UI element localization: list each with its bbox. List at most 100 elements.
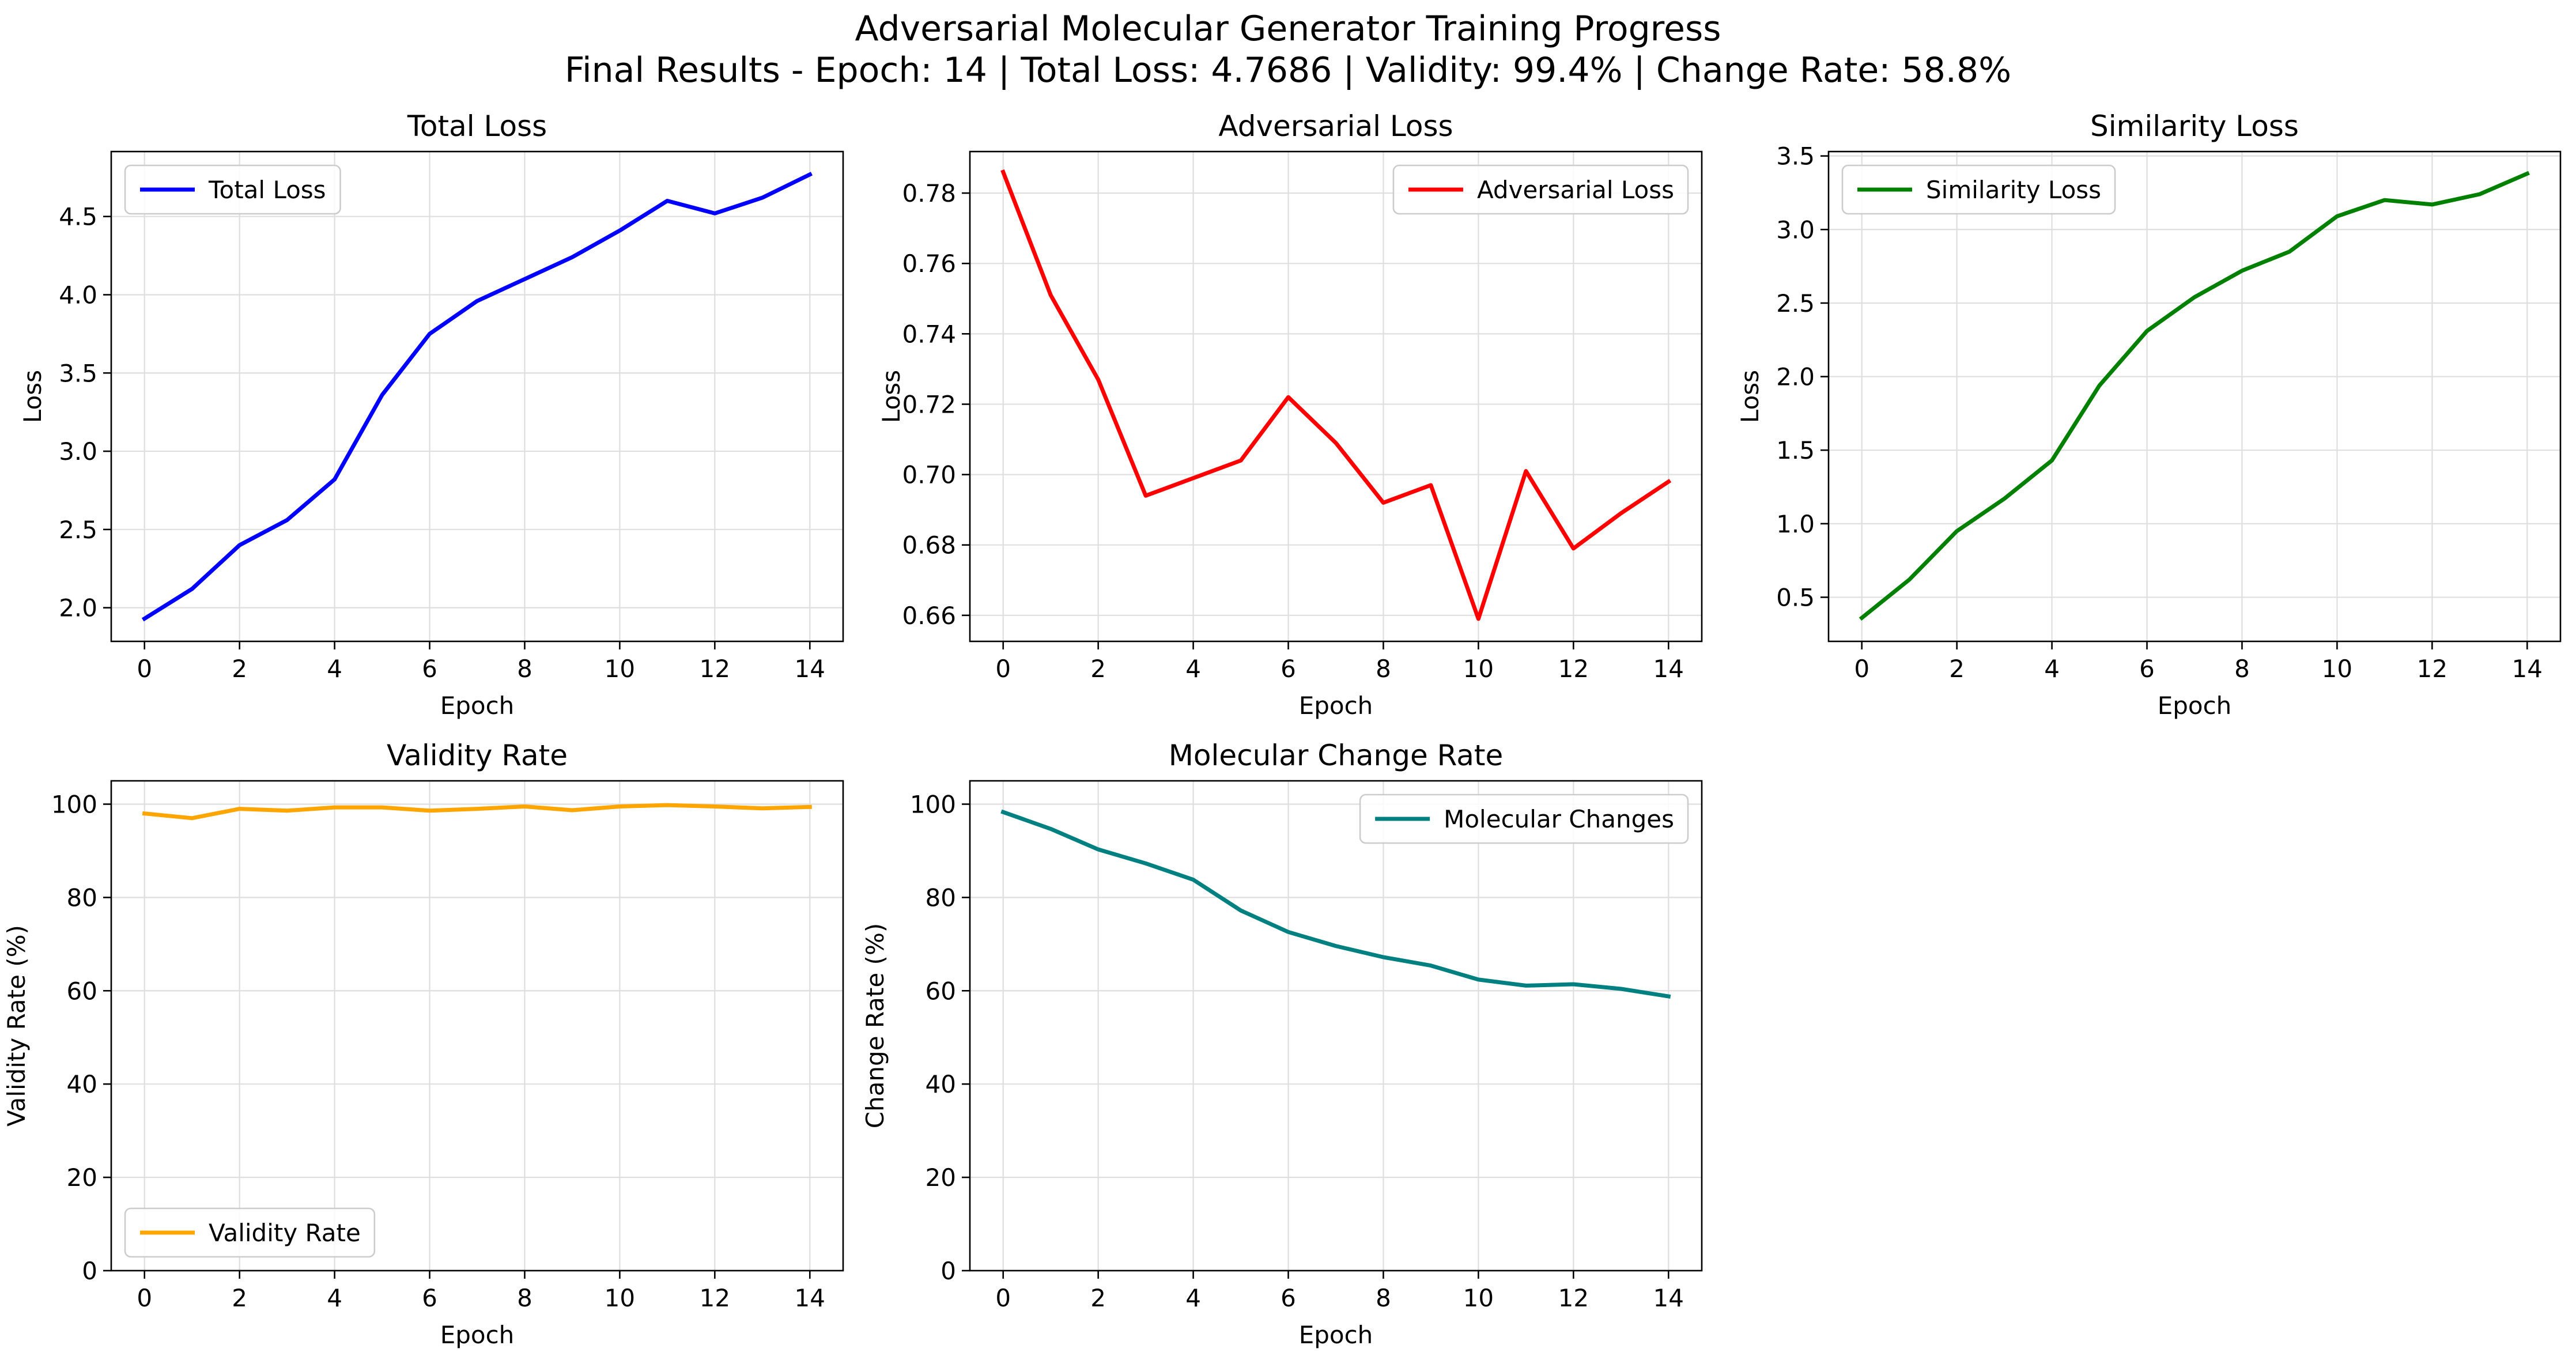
chart-adversarial-loss-y-tick-label: 0.72: [902, 390, 956, 418]
chart-total-loss-x-tick-label: 4: [327, 655, 342, 683]
chart-validity-rate-y-tick-label: 80: [67, 883, 97, 912]
chart-adversarial-loss-y-axis-label: Loss: [877, 370, 905, 423]
chart-total-loss-y-tick-label: 3.5: [59, 359, 97, 387]
chart-similarity-loss-x-tick-label: 8: [2234, 655, 2250, 683]
chart-molecular-change-rate-x-tick-label: 10: [1463, 1284, 1494, 1312]
chart-validity-rate: 0 2 4 6 8 10 12 14 0 20 40 60 80 100 Validity Rate Epoc…: [2, 739, 844, 1349]
chart-molecular-change-rate-x-axis-label: Epoch: [1299, 1321, 1373, 1349]
chart-total-loss-frame: [110, 150, 844, 643]
chart-total-loss-legend-label: Total Loss: [208, 176, 326, 204]
chart-validity-rate-x-tick-label: 4: [327, 1284, 342, 1312]
chart-molecular-change-rate-title: Molecular Change Rate: [1169, 739, 1504, 772]
chart-molecular-change-rate-y-tick-label: 20: [926, 1163, 956, 1192]
chart-total-loss-y-tick-label: 4.0: [59, 281, 97, 309]
chart-total-loss-y-tick-label: 4.5: [59, 203, 97, 231]
chart-validity-rate-x-tick-label: 8: [517, 1284, 532, 1312]
chart-similarity-loss-legend-box: [1841, 164, 2116, 215]
chart-similarity-loss-y-axis-label: Loss: [1736, 370, 1764, 423]
chart-validity-rate-y-tick-label: 100: [51, 790, 97, 818]
chart-similarity-loss-y-tick-label: 1.0: [1776, 510, 1815, 538]
chart-total-loss-legend-box: [124, 164, 341, 215]
chart-validity-rate-x-tick-label: 14: [795, 1284, 825, 1312]
chart-similarity-loss-x-tick-label: 2: [1949, 655, 1965, 683]
chart-adversarial-loss-y-tick-label: 0.78: [902, 179, 956, 207]
chart-molecular-change-rate-y-tick-label: 60: [926, 977, 956, 1005]
chart-adversarial-loss-y-tick-label: 0.70: [902, 461, 956, 489]
chart-adversarial-loss-x-tick-label: 10: [1463, 655, 1494, 683]
chart-similarity-loss-y-tick-label: 0.5: [1776, 583, 1815, 611]
chart-similarity-loss-x-tick-label: 0: [1854, 655, 1869, 683]
chart-total-loss: 0 2 4 6 8 10 12 14 2.0 2.5 3.0 3.5 4.0 4.5 Total Loss E…: [18, 109, 844, 720]
chart-validity-rate-y-tick-label: 60: [67, 977, 97, 1005]
chart-validity-rate-x-tick-label: 10: [605, 1284, 635, 1312]
chart-adversarial-loss-x-tick-label: 6: [1281, 655, 1296, 683]
chart-molecular-change-rate-x-tick-label: 4: [1185, 1284, 1201, 1312]
chart-total-loss-title: Total Loss: [407, 109, 547, 143]
chart-similarity-loss-y-tick-label: 2.5: [1776, 289, 1815, 318]
chart-adversarial-loss: 0 2 4 6 8 10 12 14 0.66 0.68 0.70 0.72 0.74 0.76 0.78 A…: [877, 109, 1703, 720]
chart-similarity-loss-legend-label: Similarity Loss: [1926, 176, 2101, 204]
chart-molecular-change-rate-frame: [969, 780, 1703, 1272]
chart-similarity-loss-y-tick-label: 1.5: [1776, 436, 1815, 464]
chart-total-loss-y-tick-label: 2.5: [59, 516, 97, 544]
chart-validity-rate-x-tick-label: 2: [232, 1284, 247, 1312]
chart-similarity-loss: 0 2 4 6 8 10 12 14 0.5 1.0 1.5 2.0 2.5 3.0 3.5 Similari…: [1736, 109, 2562, 720]
chart-molecular-change-rate-x-tick-label: 12: [1558, 1284, 1589, 1312]
chart-adversarial-loss-y-tick-label: 0.76: [902, 250, 956, 278]
chart-adversarial-loss-frame: [969, 150, 1703, 643]
chart-validity-rate-series-validity-rate: [142, 803, 812, 821]
chart-validity-rate-x-tick-label: 0: [137, 1284, 152, 1312]
chart-total-loss-y-axis-label: Loss: [18, 370, 47, 423]
chart-similarity-loss-y-tick-label: 2.0: [1776, 363, 1815, 391]
chart-molecular-change-rate-legend-box: [1359, 794, 1689, 844]
chart-total-loss-x-tick-label: 14: [795, 655, 825, 683]
chart-molecular-change-rate-x-tick-label: 8: [1376, 1284, 1391, 1312]
chart-total-loss-legend: Total Loss: [124, 164, 341, 215]
chart-similarity-loss-series-similarity-loss: [1859, 171, 2530, 621]
chart-adversarial-loss-y-tick-label: 0.68: [902, 531, 956, 560]
chart-validity-rate-y-tick-label: 40: [67, 1070, 97, 1098]
chart-similarity-loss-y-tick-label: 3.0: [1776, 216, 1815, 244]
chart-adversarial-loss-legend: Adversarial Loss: [1392, 164, 1689, 215]
chart-adversarial-loss-x-tick-label: 4: [1185, 655, 1201, 683]
chart-adversarial-loss-x-tick-label: 12: [1558, 655, 1589, 683]
chart-validity-rate-legend-label: Validity Rate: [209, 1219, 361, 1247]
chart-total-loss-series-total-loss: [141, 172, 813, 622]
chart-molecular-change-rate-y-axis-label: Change Rate (%): [861, 923, 889, 1129]
chart-adversarial-loss-x-axis-label: Epoch: [1299, 692, 1373, 720]
chart-validity-rate-title: Validity Rate: [387, 739, 568, 772]
chart-molecular-change-rate-y-tick-label: 0: [940, 1257, 956, 1285]
chart-total-loss-x-tick-label: 0: [137, 655, 152, 683]
chart-total-loss-x-tick-label: 8: [517, 655, 532, 683]
chart-similarity-loss-y-tick-label: 3.5: [1776, 142, 1815, 171]
chart-total-loss-y-tick-label: 2.0: [59, 594, 97, 622]
chart-total-loss-y-tick-label: 3.0: [59, 437, 97, 466]
chart-molecular-change-rate-x-tick-label: 14: [1653, 1284, 1684, 1312]
chart-molecular-change-rate-legend: Molecular Changes: [1359, 794, 1689, 844]
chart-adversarial-loss-x-tick-label: 0: [995, 655, 1011, 683]
chart-similarity-loss-x-tick-label: 6: [2139, 655, 2155, 683]
chart-similarity-loss-x-tick-label: 12: [2417, 655, 2447, 683]
figure-title: Adversarial Molecular Generator Training…: [0, 8, 2576, 91]
chart-total-loss-x-tick-label: 6: [422, 655, 437, 683]
chart-adversarial-loss-y-tick-label: 0.66: [902, 602, 956, 630]
chart-molecular-change-rate-legend-label: Molecular Changes: [1444, 805, 1674, 833]
chart-total-loss-x-axis-label: Epoch: [440, 692, 515, 720]
chart-molecular-change-rate-y-tick-label: 100: [910, 790, 956, 818]
chart-adversarial-loss-x-tick-label: 2: [1090, 655, 1106, 683]
chart-molecular-change-rate-x-tick-label: 0: [995, 1284, 1011, 1312]
chart-molecular-change-rate-series-molecular-changes: [1000, 809, 1671, 999]
chart-similarity-loss-title: Similarity Loss: [2090, 109, 2299, 143]
chart-validity-rate-frame: [110, 780, 844, 1272]
chart-similarity-loss-x-tick-label: 14: [2512, 655, 2543, 683]
chart-similarity-loss-x-axis-label: Epoch: [2158, 692, 2232, 720]
chart-validity-rate-legend: Validity Rate: [124, 1207, 376, 1258]
chart-molecular-change-rate-x-tick-label: 2: [1090, 1284, 1106, 1312]
chart-similarity-loss-legend: Similarity Loss: [1841, 164, 2116, 215]
figure-title-line-2: Final Results - Epoch: 14 | Total Loss: …: [564, 50, 2012, 90]
chart-similarity-loss-x-tick-label: 4: [2044, 655, 2060, 683]
chart-similarity-loss-frame: [1827, 150, 2562, 643]
chart-total-loss-x-tick-label: 10: [605, 655, 635, 683]
chart-adversarial-loss-x-tick-label: 8: [1376, 655, 1391, 683]
chart-molecular-change-rate-y-tick-label: 80: [926, 883, 956, 912]
